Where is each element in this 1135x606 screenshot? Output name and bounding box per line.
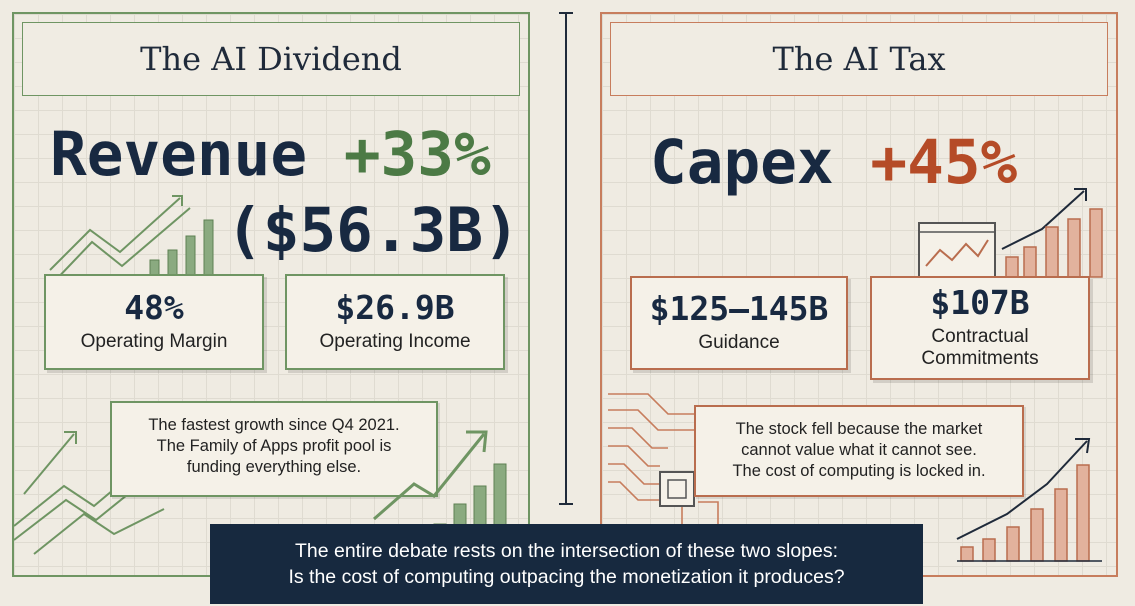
dividend-note: The fastest growth since Q4 2021. The Fa… (110, 401, 438, 497)
dividend-title-bar: The AI Dividend (22, 22, 520, 96)
revenue-label: Revenue (50, 119, 308, 190)
tax-note-line-2: cannot value what it cannot see. (741, 441, 977, 460)
tax-note-line-1: The stock fell because the market (735, 420, 983, 438)
footer-line-2: Is the cost of computing outpacing the m… (288, 566, 845, 588)
commitments-value: $107B (930, 282, 1030, 322)
footer-banner: The entire debate rests on the intersect… (210, 524, 923, 604)
capex-change: +45% (870, 127, 1018, 198)
dividend-note-line-1: The fastest growth since Q4 2021. (148, 416, 400, 434)
revenue-change: +33% (343, 119, 491, 190)
rising-bars-icon (956, 438, 1102, 562)
footer-line-1: The entire debate rests on the intersect… (294, 539, 839, 562)
dividend-title: The AI Dividend (140, 40, 402, 78)
tax-panel: The AI Tax Capex +45% $125–145B Guidance… (600, 12, 1118, 577)
panel-divider (559, 12, 573, 505)
microchip-icon (659, 471, 695, 507)
operating-income-card: $26.9B Operating Income (285, 274, 505, 370)
tax-title-bar: The AI Tax (610, 22, 1108, 96)
operating-margin-label: Operating Margin (80, 331, 228, 353)
commitments-label-line-1: Contractual (931, 326, 1029, 348)
guidance-label: Guidance (698, 332, 780, 354)
circuit-board-icon (608, 393, 721, 537)
operating-margin-card: 48% Operating Margin (44, 274, 264, 370)
operating-margin-value: 48% (124, 287, 184, 327)
operating-income-value: $26.9B (335, 287, 455, 327)
tax-note: The stock fell because the market cannot… (694, 405, 1024, 497)
operating-income-label: Operating Income (319, 331, 471, 353)
tax-title: The AI Tax (772, 40, 946, 78)
capex-label: Capex (650, 127, 834, 198)
capex-bar-chart-icon (1001, 188, 1103, 278)
line-chart-window-icon (918, 222, 996, 278)
tax-note-line-3: The cost of computing is locked in. (732, 462, 986, 481)
dividend-note-line-2: The Family of Apps profit pool is (156, 437, 392, 456)
capex-headline: Capex +45% (650, 132, 1017, 193)
revenue-amount: ($56.3B) (226, 195, 520, 266)
commitments-label-line-2: Commitments (921, 348, 1039, 370)
dividend-note-line-3: funding everything else. (186, 458, 362, 477)
revenue-headline: Revenue +33% (50, 124, 491, 185)
guidance-card: $125–145B Guidance (630, 276, 848, 370)
guidance-value: $125–145B (649, 288, 829, 328)
dividend-panel: The AI Dividend Revenue +33% ($56.3B) 48… (12, 12, 530, 577)
commitments-label: Contractual Commitments (921, 326, 1038, 370)
commitments-card: $107B Contractual Commitments (870, 276, 1090, 380)
